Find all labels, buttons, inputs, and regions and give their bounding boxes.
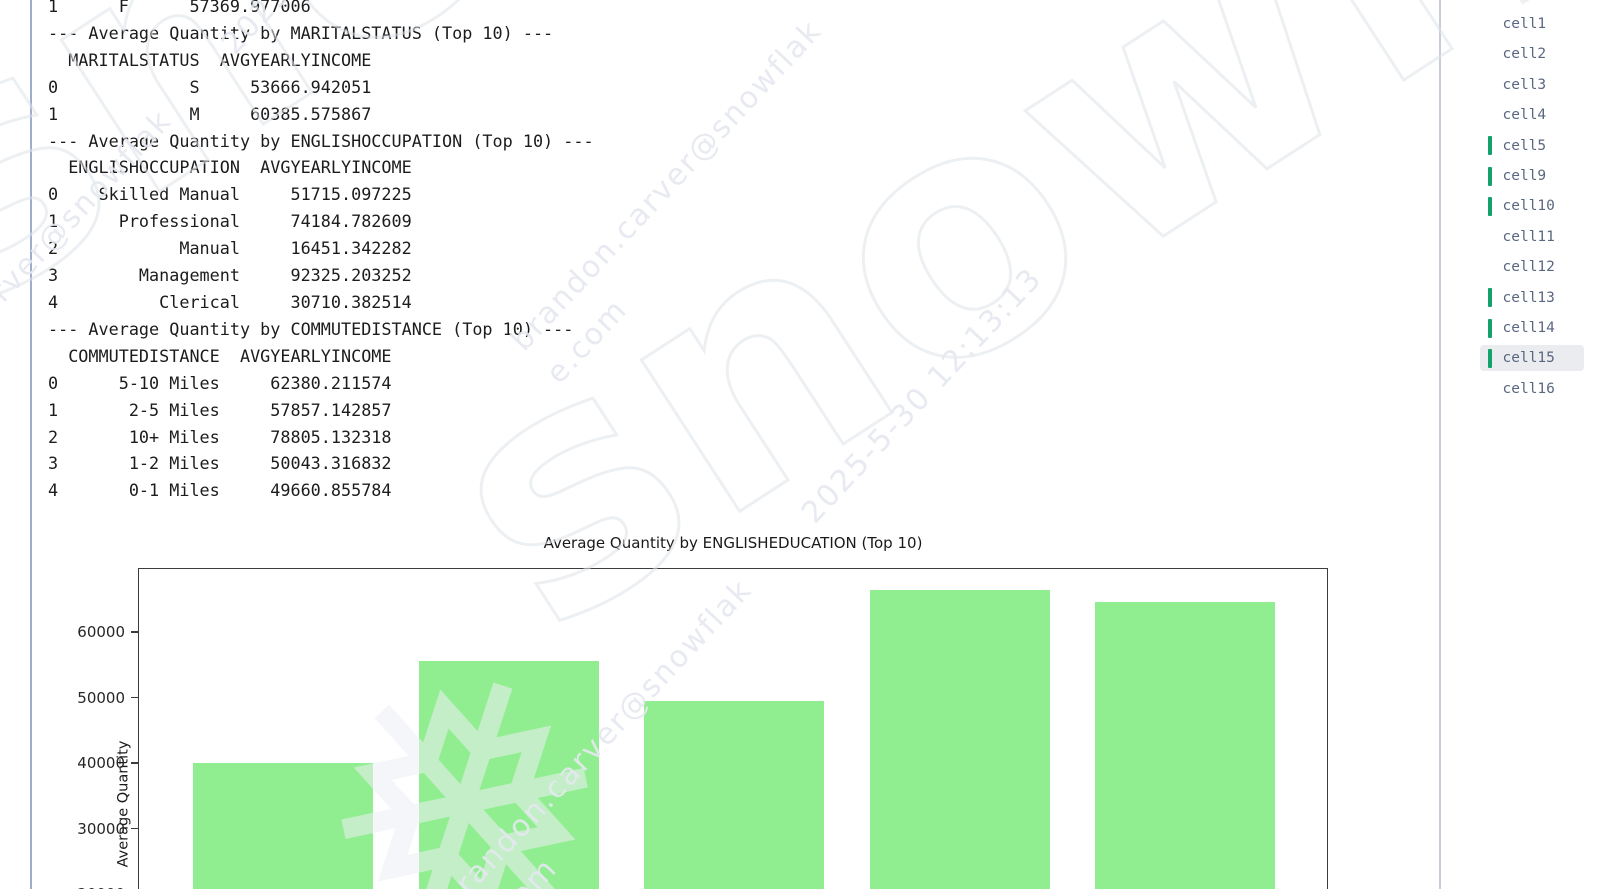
cell-run-indicator — [1488, 196, 1492, 216]
sidebar-item-cell12[interactable]: cell12 — [1480, 254, 1584, 280]
y-tick-mark — [131, 827, 138, 830]
y-tick-label: 40000 — [77, 754, 125, 772]
sidebar-item-label: cell15 — [1502, 350, 1555, 367]
sidebar-item-label: cell11 — [1502, 228, 1555, 245]
y-tick-mark — [131, 631, 138, 633]
sidebar-divider — [1439, 0, 1441, 889]
sidebar-item-label: cell2 — [1502, 46, 1547, 63]
watermark-timestamp: 2025-5-30 12:13:13 — [794, 261, 1050, 531]
cell-run-indicator — [1488, 348, 1492, 368]
sidebar-item-cell14[interactable]: cell14 — [1480, 315, 1584, 341]
cell-run-indicator — [1488, 318, 1492, 338]
sidebar-item-label: cell9 — [1502, 168, 1547, 184]
sidebar-item-cell16[interactable]: cell16 — [1480, 376, 1584, 402]
sidebar-item-label: cell14 — [1502, 320, 1555, 336]
plot-area — [138, 568, 1328, 889]
sidebar-item-cell9[interactable]: cell9 — [1480, 163, 1584, 189]
sidebar-item-cell2[interactable]: cell2 — [1480, 41, 1584, 67]
sidebar-item-label: cell12 — [1502, 259, 1555, 276]
y-tick-mark — [131, 762, 138, 764]
sidebar-item-label: cell13 — [1502, 289, 1555, 306]
bar — [644, 701, 825, 889]
sidebar-item-label: cell1 — [1502, 16, 1547, 32]
sidebar-item-cell3[interactable]: cell3 — [1480, 72, 1584, 98]
cell-run-indicator — [1488, 166, 1492, 186]
cell-run-indicator — [1488, 288, 1492, 308]
y-tick-label: 30000 — [77, 819, 125, 838]
bar — [1094, 601, 1275, 889]
bar — [869, 590, 1050, 889]
y-tick-label: 50000 — [77, 688, 125, 707]
chart-title: Average Quantity by ENGLISHEDUCATION (To… — [543, 534, 923, 552]
cell-navigator-sidebar: cell1 cell2 cell3 cell4 cell5 cell9 cell10 cell… — [1440, 0, 1600, 889]
watermark-credential: brandon.carver@snowflak e.com 2025-5-30 … — [500, 0, 1160, 395]
sidebar-item-label: cell10 — [1502, 198, 1555, 215]
chart-output-image: Average Quantity by ENGLISHEDUCATION (To… — [0, 520, 1420, 889]
sidebar-item-label: cell5 — [1502, 137, 1547, 154]
cell-run-indicator — [1488, 136, 1492, 156]
sidebar-item-label: cell16 — [1502, 380, 1555, 397]
sidebar-item-label: cell4 — [1502, 107, 1547, 124]
sidebar-item-label: cell3 — [1502, 76, 1547, 93]
sidebar-item-cell1[interactable]: cell1 — [1480, 11, 1584, 37]
sidebar-item-cell13[interactable]: cell13 — [1480, 285, 1584, 311]
sidebar-item-cell10[interactable]: cell10 — [1480, 193, 1584, 219]
sidebar-item-cell11[interactable]: cell11 — [1480, 224, 1584, 250]
y-tick-label: 20000 — [35, 885, 125, 889]
y-tick-mark — [131, 696, 138, 699]
y-tick-label: 60000 — [77, 623, 125, 641]
bar — [193, 763, 374, 889]
sidebar-item-cell5[interactable]: cell5 — [1480, 133, 1584, 159]
sidebar-item-cell15[interactable]: cell15 — [1480, 345, 1584, 372]
sidebar-item-cell4[interactable]: cell4 — [1480, 102, 1584, 128]
cell-gutter-line — [30, 0, 32, 889]
cell-output-text: 1 F 57369.977006 --- Average Quantity by… — [48, 0, 594, 501]
bar — [418, 661, 599, 889]
